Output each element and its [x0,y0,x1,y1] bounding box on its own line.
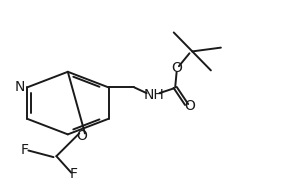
Text: O: O [185,99,195,113]
Text: F: F [69,167,77,181]
Text: NH: NH [144,88,164,102]
Text: O: O [77,129,88,143]
Text: F: F [21,143,29,158]
Text: O: O [171,62,182,75]
Text: N: N [15,80,25,94]
